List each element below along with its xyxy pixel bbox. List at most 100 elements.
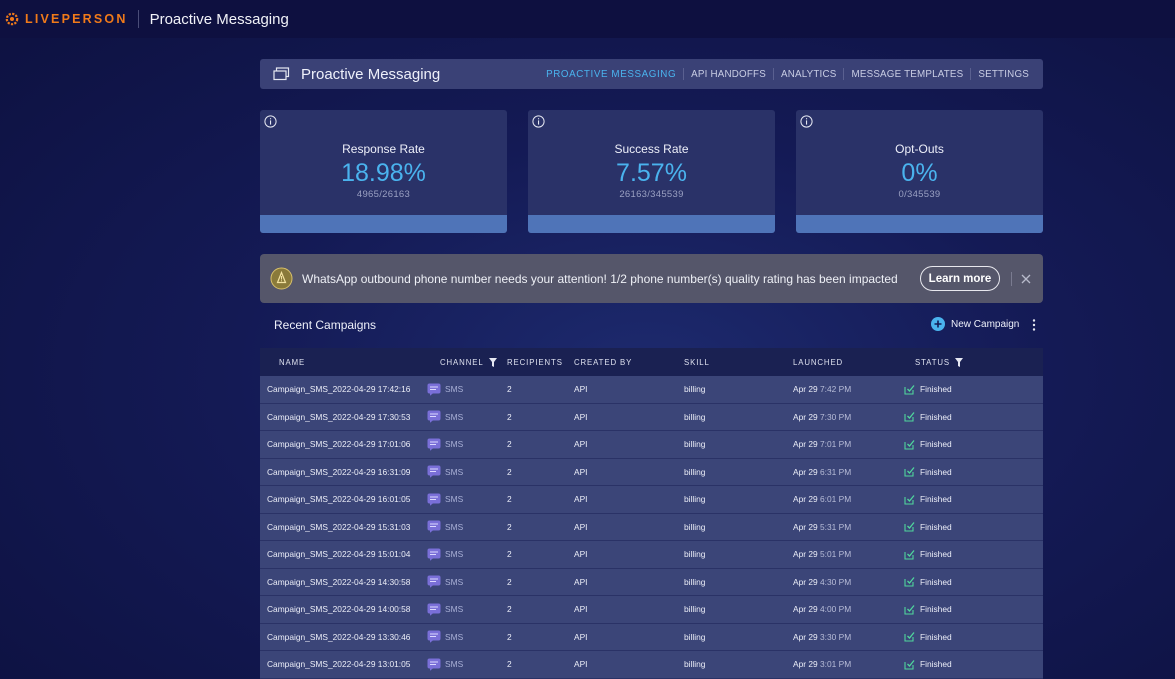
column-header-status[interactable]: STATUS xyxy=(915,357,963,367)
column-header-recipients[interactable]: RECIPIENTS xyxy=(507,357,563,367)
finished-check-icon xyxy=(904,384,915,395)
campaign-name[interactable]: Campaign_SMS_2022-04-29 17:30:53 xyxy=(267,411,411,422)
campaign-name[interactable]: Campaign_SMS_2022-04-29 17:42:16 xyxy=(267,384,411,395)
skill: billing xyxy=(684,521,706,532)
launched-time: 5:31 PM xyxy=(820,521,852,532)
finished-check-icon xyxy=(904,494,915,505)
stat-value: 7.57% xyxy=(616,159,687,187)
channel-cell: SMS xyxy=(427,383,463,396)
info-icon[interactable] xyxy=(264,115,277,128)
app-title: Proactive Messaging xyxy=(149,10,289,28)
nav-proactive-messaging[interactable]: PROACTIVE MESSAGING xyxy=(546,68,677,80)
new-campaign-button[interactable]: New Campaign xyxy=(931,317,1019,331)
column-header-channel[interactable]: CHANNEL xyxy=(440,357,497,367)
table-row[interactable]: Campaign_SMS_2022-04-29 14:30:58 SMS 2 API b… xyxy=(260,568,1043,596)
table-body: Campaign_SMS_2022-04-29 17:42:16 SMS 2 API b… xyxy=(260,376,1043,679)
response-rate-card: Response Rate 18.98% 4965/26163 xyxy=(260,110,507,233)
campaign-name[interactable]: Campaign_SMS_2022-04-29 16:31:09 xyxy=(267,466,411,477)
launched-time: 6:31 PM xyxy=(820,466,852,477)
table-row[interactable]: Campaign_SMS_2022-04-29 17:01:06 SMS 2 API b… xyxy=(260,431,1043,459)
status-label: Finished xyxy=(920,604,952,615)
table-row[interactable]: Campaign_SMS_2022-04-29 16:31:09 SMS 2 API b… xyxy=(260,458,1043,486)
sms-channel-icon xyxy=(427,465,441,479)
recipients-count: 2 xyxy=(507,384,512,395)
info-icon[interactable] xyxy=(800,115,813,128)
nav-settings[interactable]: SETTINGS xyxy=(978,68,1029,80)
campaign-name[interactable]: Campaign_SMS_2022-04-29 14:00:58 xyxy=(267,604,411,615)
table-row[interactable]: Campaign_SMS_2022-04-29 15:01:04 SMS 2 API b… xyxy=(260,541,1043,569)
campaign-name[interactable]: Campaign_SMS_2022-04-29 13:30:46 xyxy=(267,631,411,642)
sms-channel-icon xyxy=(427,410,441,424)
column-header-channel-label: CHANNEL xyxy=(440,357,484,367)
close-icon[interactable] xyxy=(1021,274,1031,284)
sms-channel-icon xyxy=(427,575,441,589)
channel-label: SMS xyxy=(445,521,464,532)
recent-campaigns-title: Recent Campaigns xyxy=(274,318,377,332)
info-icon[interactable] xyxy=(532,115,545,128)
skill: billing xyxy=(684,604,706,615)
more-options-icon[interactable] xyxy=(1031,318,1037,332)
status-label: Finished xyxy=(920,411,952,422)
column-header-name[interactable]: NAME xyxy=(279,357,306,367)
launched-cell: Apr 29 6:01 PM xyxy=(793,494,851,504)
campaign-name[interactable]: Campaign_SMS_2022-04-29 13:01:05 xyxy=(267,659,411,670)
table-row[interactable]: Campaign_SMS_2022-04-29 16:01:05 SMS 2 API b… xyxy=(260,486,1043,514)
table-row[interactable]: Campaign_SMS_2022-04-29 17:42:16 SMS 2 API b… xyxy=(260,376,1043,404)
sms-channel-icon xyxy=(427,603,441,616)
campaign-name[interactable]: Campaign_SMS_2022-04-29 15:01:04 xyxy=(267,549,411,560)
recipients-count: 2 xyxy=(507,494,512,505)
table-row[interactable]: Campaign_SMS_2022-04-29 17:30:53 SMS 2 API b… xyxy=(260,403,1043,431)
finished-check-icon xyxy=(904,412,915,422)
sms-channel-icon xyxy=(427,630,441,644)
channel-label: SMS xyxy=(445,631,464,642)
campaign-name[interactable]: Campaign_SMS_2022-04-29 17:01:06 xyxy=(267,439,411,450)
filter-icon[interactable] xyxy=(488,357,497,367)
finished-check-icon xyxy=(904,632,915,642)
channel-label: SMS xyxy=(445,466,464,477)
column-header-launched[interactable]: LAUNCHED xyxy=(793,357,844,367)
channel-label: SMS xyxy=(445,604,464,615)
column-header-skill[interactable]: SKILL xyxy=(684,357,710,367)
skill: billing xyxy=(684,466,706,477)
nav-api-handoffs[interactable]: API HANDOFFS xyxy=(691,68,766,80)
launched-date: Apr 29 xyxy=(793,631,818,642)
column-header-created-by[interactable]: CREATED BY xyxy=(574,357,633,367)
page-title: Proactive Messaging xyxy=(301,65,441,83)
launched-cell: Apr 29 7:30 PM xyxy=(793,412,851,422)
status-cell: Finished xyxy=(904,576,952,587)
finished-check-icon xyxy=(904,467,915,477)
learn-more-button[interactable]: Learn more xyxy=(920,266,1000,291)
new-campaign-label: New Campaign xyxy=(951,318,1020,330)
channel-label: SMS xyxy=(445,659,464,670)
table-row[interactable]: Campaign_SMS_2022-04-29 15:31:03 SMS 2 API b… xyxy=(260,513,1043,541)
created-by: API xyxy=(574,439,588,450)
divider xyxy=(137,10,139,28)
stat-value: 18.98% xyxy=(341,159,426,187)
launched-cell: Apr 29 4:00 PM xyxy=(793,604,851,614)
main-nav: PROACTIVE MESSAGING API HANDOFFS ANALYTI… xyxy=(539,68,1036,80)
status-label: Finished xyxy=(920,439,952,450)
campaign-name[interactable]: Campaign_SMS_2022-04-29 14:30:58 xyxy=(267,576,411,587)
nav-message-templates[interactable]: MESSAGE TEMPLATES xyxy=(851,68,964,80)
success-rate-card: Success Rate 7.57% 26163/345539 xyxy=(528,110,775,233)
status-cell: Finished xyxy=(904,384,952,395)
launched-date: Apr 29 xyxy=(793,466,818,477)
stat-footer-bar xyxy=(528,215,775,233)
stat-value: 0% xyxy=(901,159,938,187)
launched-cell: Apr 29 3:30 PM xyxy=(793,632,851,642)
recipients-count: 2 xyxy=(507,466,512,477)
liveperson-logo[interactable]: LIVEPERSON xyxy=(5,12,128,26)
nav-analytics[interactable]: ANALYTICS xyxy=(780,68,837,80)
table-row[interactable]: Campaign_SMS_2022-04-29 13:30:46 SMS 2 API b… xyxy=(260,623,1043,651)
campaign-name[interactable]: Campaign_SMS_2022-04-29 16:01:05 xyxy=(267,494,411,505)
table-row[interactable]: Campaign_SMS_2022-04-29 14:00:58 SMS 2 API b… xyxy=(260,596,1043,624)
launched-date: Apr 29 xyxy=(793,659,818,670)
launched-date: Apr 29 xyxy=(793,411,818,422)
finished-check-icon xyxy=(904,522,915,532)
sms-channel-icon xyxy=(427,548,441,561)
channel-cell: SMS xyxy=(427,603,463,616)
channel-label: SMS xyxy=(445,411,464,422)
filter-icon[interactable] xyxy=(955,357,963,367)
campaign-name[interactable]: Campaign_SMS_2022-04-29 15:31:03 xyxy=(267,521,411,532)
table-row[interactable]: Campaign_SMS_2022-04-29 13:01:05 SMS 2 API b… xyxy=(260,651,1043,679)
